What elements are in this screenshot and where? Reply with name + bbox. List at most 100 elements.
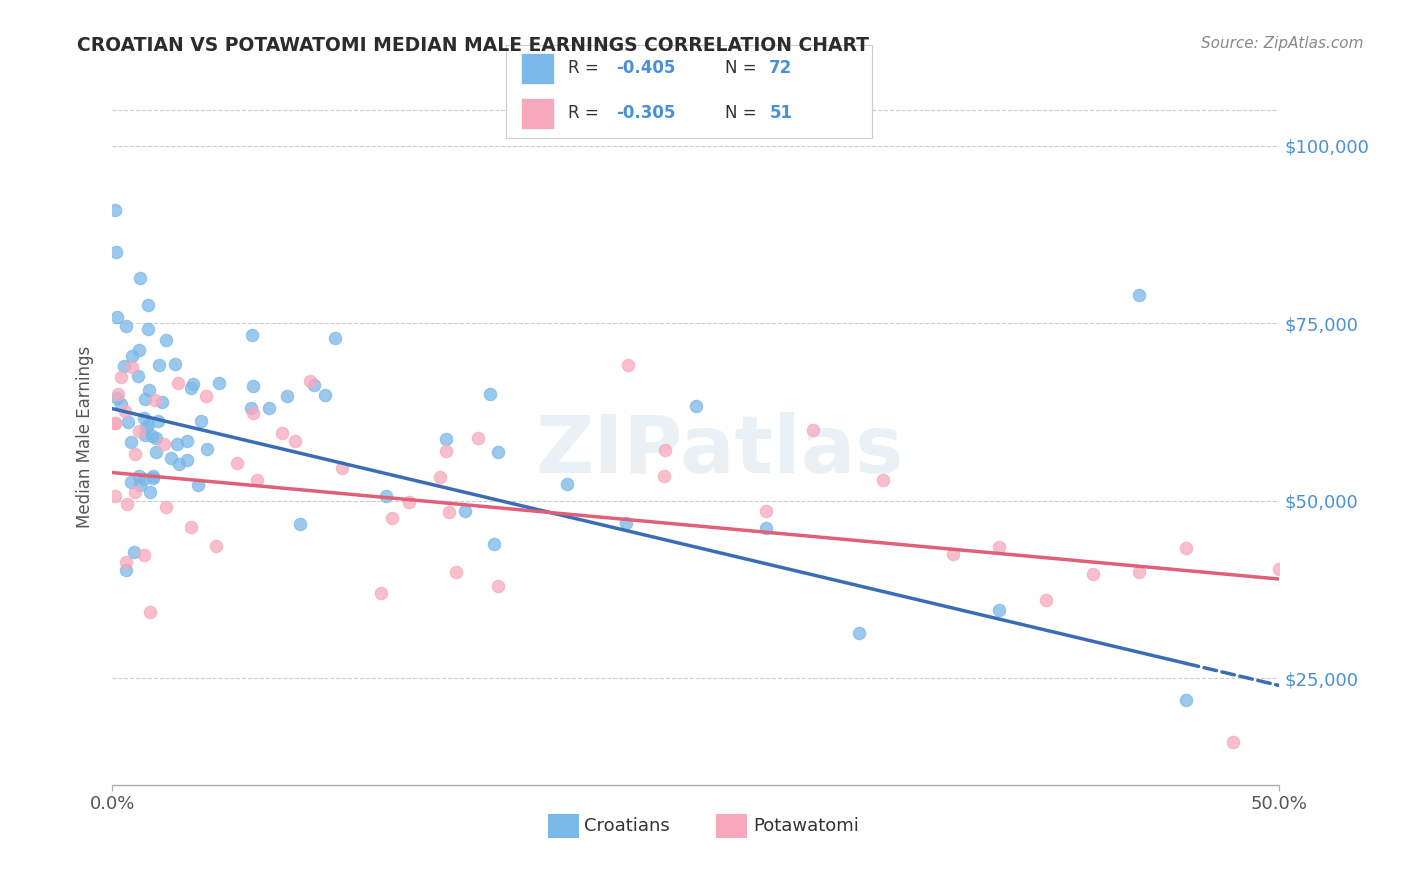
Point — [146, 414, 169, 428]
Point — [195, 388, 218, 402]
Point — [105, 245, 128, 260]
Point — [370, 586, 392, 600]
Point — [323, 331, 346, 345]
Point — [444, 566, 467, 580]
Point — [176, 453, 198, 467]
Point — [276, 389, 298, 403]
Point — [148, 358, 170, 372]
Point — [187, 477, 209, 491]
Point — [145, 444, 167, 458]
Point — [314, 387, 336, 401]
Point — [1175, 692, 1198, 706]
Point — [302, 378, 325, 392]
Point — [180, 381, 202, 395]
Point — [128, 469, 150, 483]
Point — [299, 374, 322, 388]
Point — [486, 579, 509, 593]
Point — [115, 563, 138, 577]
Text: CROATIAN VS POTAWATOMI MEDIAN MALE EARNINGS CORRELATION CHART: CROATIAN VS POTAWATOMI MEDIAN MALE EARNI… — [77, 36, 869, 54]
Point — [128, 343, 150, 357]
Point — [755, 521, 778, 535]
Point — [246, 473, 269, 487]
Point — [1081, 567, 1104, 582]
Point — [242, 327, 264, 342]
Point — [166, 437, 188, 451]
Point — [1175, 541, 1198, 556]
Point — [135, 420, 157, 434]
Point — [128, 425, 150, 439]
Point — [398, 495, 420, 509]
Point — [284, 434, 307, 448]
Point — [104, 416, 127, 430]
Point — [110, 397, 132, 411]
Point — [872, 473, 894, 487]
Bar — [520, 53, 554, 84]
Point — [145, 431, 167, 445]
Point — [988, 603, 1011, 617]
Point — [190, 414, 212, 428]
Point — [1035, 593, 1057, 607]
Point — [434, 433, 457, 447]
Point — [239, 401, 262, 416]
Point — [117, 415, 139, 429]
Point — [429, 470, 451, 484]
Point — [132, 548, 155, 562]
Bar — [520, 98, 554, 129]
Point — [104, 489, 127, 503]
Point — [380, 511, 402, 525]
Point — [1128, 565, 1150, 579]
Point — [142, 470, 165, 484]
Point — [105, 392, 128, 406]
Point — [176, 434, 198, 448]
Text: R =: R = — [568, 103, 605, 121]
Text: -0.305: -0.305 — [616, 103, 675, 121]
Point — [117, 497, 139, 511]
Point — [755, 504, 778, 518]
Y-axis label: Median Male Earnings: Median Male Earnings — [76, 346, 94, 528]
Point — [374, 489, 396, 503]
Point — [132, 472, 155, 486]
Point — [1128, 288, 1150, 302]
Point — [479, 387, 502, 401]
Point — [454, 504, 477, 518]
Point — [160, 450, 183, 465]
Point — [155, 500, 177, 514]
Point — [115, 555, 138, 569]
Point — [136, 297, 159, 311]
Text: Croatians: Croatians — [585, 817, 669, 835]
Point — [104, 202, 127, 217]
Point — [105, 310, 128, 325]
Point — [139, 484, 162, 499]
Point — [616, 359, 638, 373]
Point — [208, 376, 231, 390]
Point — [467, 431, 489, 445]
Point — [121, 349, 143, 363]
Point — [110, 370, 132, 384]
Point — [145, 393, 167, 408]
Point — [180, 520, 202, 534]
Point — [242, 406, 264, 420]
Point — [652, 469, 675, 483]
Text: ZIPatlas: ZIPatlas — [536, 412, 904, 490]
Point — [486, 444, 509, 458]
Point — [124, 447, 146, 461]
Point — [288, 517, 311, 532]
Point — [134, 428, 156, 442]
Point — [1222, 735, 1244, 749]
Point — [150, 394, 173, 409]
Point — [242, 379, 264, 393]
Text: R =: R = — [568, 60, 605, 78]
Point — [104, 416, 127, 430]
Point — [482, 537, 505, 551]
Point — [942, 547, 965, 561]
Point — [434, 443, 457, 458]
Point — [270, 426, 292, 441]
Point — [153, 437, 176, 451]
Text: N =: N = — [725, 60, 762, 78]
Text: Source: ZipAtlas.com: Source: ZipAtlas.com — [1201, 36, 1364, 51]
Point — [205, 540, 228, 554]
Point — [138, 417, 160, 432]
Point — [129, 478, 152, 492]
Point — [197, 442, 219, 456]
Point — [139, 605, 162, 619]
